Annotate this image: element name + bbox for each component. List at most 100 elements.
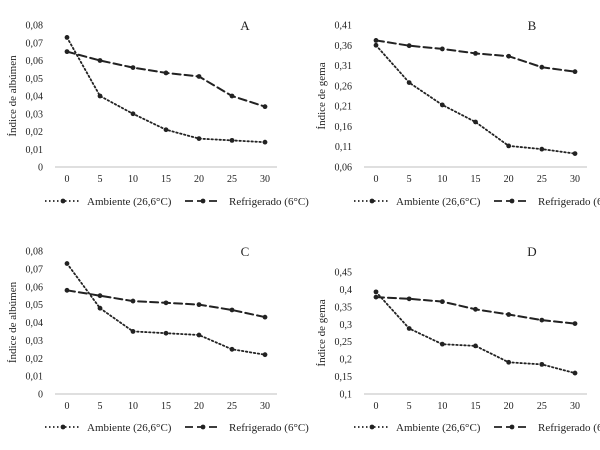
data-point [539, 317, 545, 323]
series-line [66, 262, 266, 356]
panel-label: D [527, 244, 536, 259]
y-tick-label: 0,41 [335, 21, 353, 32]
series-refrigerado [64, 287, 268, 320]
panel-label: B [528, 18, 537, 33]
legend-label: Refrigerado (6°C) [229, 422, 309, 434]
data-point [406, 80, 412, 86]
data-point [506, 312, 512, 317]
y-tick-label: 0,01 [26, 145, 44, 156]
panel-label: C [241, 244, 250, 259]
series-line [375, 44, 576, 155]
legend-label: Refrigerado (6°C) [229, 196, 309, 208]
series-ambiente [64, 261, 268, 358]
y-tick-label: 0,06 [26, 56, 44, 67]
legend-label: Ambiente (26,6°C) [396, 422, 481, 434]
series-line [66, 36, 266, 144]
x-tick-label: 0 [374, 174, 379, 185]
x-tick-label: 15 [161, 401, 171, 412]
y-tick-label: 0,4 [340, 285, 353, 296]
data-point [572, 151, 578, 157]
panel-label: A [240, 18, 250, 33]
x-tick-label: 10 [128, 401, 138, 412]
chart-panel-b: 0,06 0,11 0,16 0,21 0,26 0,31 0,36 0,41 0 5 10 15 20… [316, 18, 600, 208]
y-tick-label: 0,05 [26, 74, 44, 85]
y-axis-label: Índice de gema [316, 299, 328, 366]
data-point [130, 65, 136, 70]
x-tick-label: 20 [504, 401, 514, 412]
legend-marker [60, 424, 66, 430]
data-point [373, 289, 379, 295]
data-point [130, 298, 136, 304]
y-tick-label: 0,04 [26, 92, 44, 103]
data-point [439, 46, 445, 52]
data-point [373, 294, 379, 300]
legend: Ambiente (26,6°C) Refrigerado (6°C) [354, 196, 600, 208]
data-point [572, 321, 578, 326]
y-tick-label: 0 [38, 390, 43, 401]
y-tick-label: 0,02 [26, 354, 44, 365]
series-refrigerado [373, 38, 578, 75]
x-tick-label: 20 [504, 174, 514, 185]
legend-label: Refrigerado (6°C) [538, 422, 600, 434]
data-point [572, 69, 578, 75]
y-tick-label: 0,03 [26, 109, 44, 120]
data-point [439, 341, 445, 347]
y-tick-label: 0,06 [335, 163, 353, 174]
data-point [64, 49, 70, 55]
legend: Ambiente (26,6°C) Refrigerado (6°C) [45, 196, 309, 208]
y-tick-label: 0,25 [335, 337, 353, 348]
data-point [473, 306, 478, 312]
data-point [229, 93, 235, 99]
y-tick-label: 0,11 [335, 142, 352, 153]
chart-panel-c: 0 0,01 0,02 0,03 0,04 0,05 0,06 0,07 0,08 0 5 10 15 2… [7, 244, 309, 434]
y-tick-label: 0,45 [335, 268, 353, 279]
x-tick-label: 5 [98, 174, 103, 185]
data-point [572, 370, 578, 376]
data-point [539, 146, 545, 152]
y-tick-label: 0,31 [335, 61, 353, 72]
y-tick-label: 0,07 [26, 38, 44, 49]
data-point [64, 261, 70, 266]
x-tick-label: 30 [570, 174, 580, 185]
x-tick-label: 30 [260, 174, 270, 185]
series-line [375, 290, 576, 375]
data-point [97, 93, 103, 99]
data-point [196, 136, 202, 142]
legend-label: Refrigerado (6°C) [538, 196, 600, 208]
y-tick-label: 0,01 [26, 372, 44, 383]
x-tick-label: 10 [437, 174, 447, 185]
x-tick-label: 5 [407, 401, 412, 412]
data-point [196, 74, 202, 79]
data-point [262, 314, 268, 320]
y-tick-label: 0,08 [26, 21, 44, 32]
x-tick-label: 25 [227, 174, 237, 185]
y-tick-label: 0,04 [26, 318, 44, 329]
data-point [439, 299, 445, 305]
legend-label: Ambiente (26,6°C) [87, 422, 172, 434]
data-point [539, 361, 545, 367]
y-tick-label: 0,3 [340, 320, 353, 331]
data-point [229, 346, 235, 352]
x-tick-label: 10 [128, 174, 138, 185]
y-tick-label: 0,35 [335, 302, 353, 313]
series-refrigerado [64, 49, 268, 110]
data-point [262, 139, 268, 145]
series-line [375, 39, 576, 73]
x-tick-label: 15 [161, 174, 171, 185]
series-ambiente [373, 42, 578, 157]
x-tick-label: 0 [65, 401, 70, 412]
data-point [406, 326, 412, 331]
y-tick-label: 0,2 [340, 355, 353, 366]
data-point [196, 302, 202, 308]
x-tick-label: 25 [537, 401, 547, 412]
data-point [163, 127, 169, 133]
data-point [406, 296, 412, 302]
data-point [97, 293, 103, 299]
data-point [473, 51, 478, 56]
y-tick-label: 0,05 [26, 300, 44, 311]
x-tick-label: 30 [260, 401, 270, 412]
y-tick-label: 0,03 [26, 336, 44, 347]
data-point [262, 104, 268, 110]
series-ambiente [373, 289, 578, 376]
